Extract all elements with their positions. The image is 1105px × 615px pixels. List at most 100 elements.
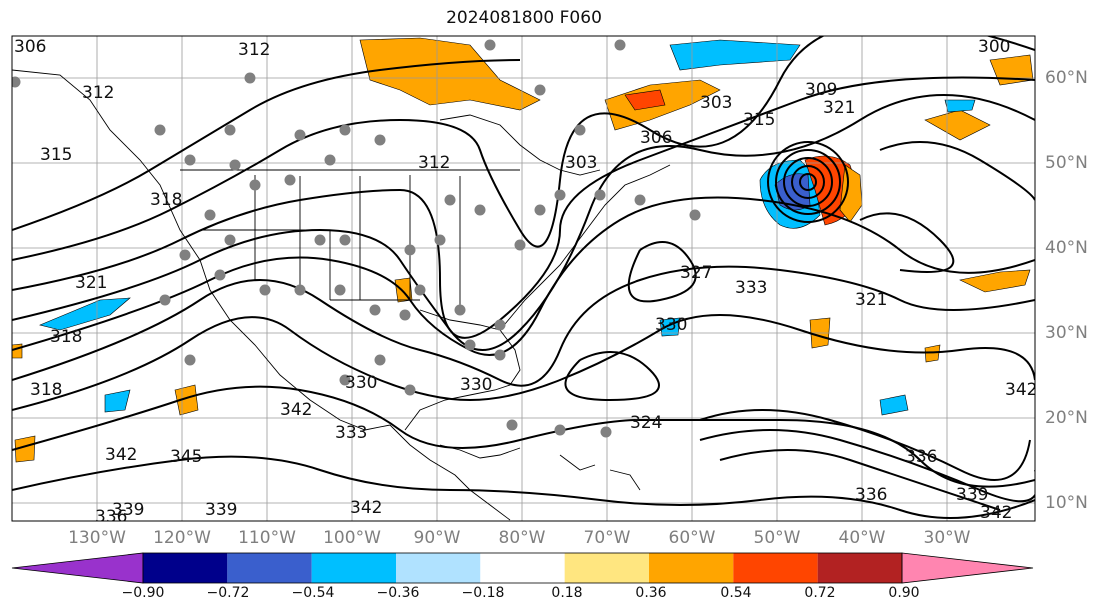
colorbar-tick: −0.54 [291, 585, 335, 601]
shade-blue-south [879, 394, 909, 416]
contour-label: 321 [855, 290, 887, 310]
shade-orange-cyclone [839, 164, 863, 223]
coastlines [12, 69, 671, 521]
lon-label: 40°W [838, 528, 886, 548]
colorbar-segment [480, 553, 565, 583]
contour-label: 330 [460, 375, 492, 395]
shade-blue-nw [669, 39, 801, 71]
shaded-fields [12, 37, 1034, 463]
lon-label: 100°W [323, 528, 381, 548]
shade-orange-pacific [174, 384, 199, 416]
contour-label: 330 [345, 373, 377, 393]
lat-label: 50°N [1045, 153, 1088, 173]
contour-label: 315 [40, 145, 72, 165]
shade-blue-far [944, 99, 976, 113]
lon-label: 80°W [498, 528, 546, 548]
contour-label: 312 [418, 153, 450, 173]
colorbar-tick: 0.54 [720, 585, 752, 601]
contour-label: 300 [978, 37, 1010, 57]
contour-label: 333 [735, 278, 767, 298]
contour-label: 321 [75, 273, 107, 293]
contour-label: 345 [170, 447, 202, 467]
colorbar-outline [142, 552, 903, 584]
colorbar-extend-max [901, 552, 1034, 584]
colorbar-segment [396, 553, 481, 583]
contour-label: 339 [205, 500, 237, 520]
lon-label: 120°W [153, 528, 211, 548]
map-frame [11, 35, 1036, 522]
colorbar-tick: −0.18 [461, 585, 505, 601]
contour-label: 342 [280, 400, 312, 420]
colorbar-tick: −0.90 [121, 585, 165, 601]
contour-label: 330 [655, 315, 687, 335]
shade-orange-se [959, 269, 1031, 293]
contour-label: 309 [805, 80, 837, 100]
contour-label: 339 [112, 500, 144, 520]
contour-label: 342 [1005, 380, 1037, 400]
contour-labels: 306 312 312 312 306 303 309 300 315 315 … [14, 37, 1037, 527]
colorbar-tick: −0.36 [376, 585, 420, 601]
contour-label: 306 [14, 37, 46, 57]
colorbar-segment [227, 553, 312, 583]
colorbar-segments [11, 552, 1034, 584]
contour-label: 324 [630, 413, 662, 433]
contour-label: 315 [743, 110, 775, 130]
lat-label: 10°N [1045, 493, 1088, 513]
contour-label: 342 [350, 498, 382, 518]
colorbar-segment [143, 553, 228, 583]
lon-label: 70°W [583, 528, 631, 548]
lon-label: 60°W [668, 528, 716, 548]
colorbar-tick: −0.72 [206, 585, 250, 601]
contour-label: 321 [823, 98, 855, 118]
lat-label: 60°N [1045, 68, 1088, 88]
contour-label: 306 [640, 128, 672, 148]
contour-label: 336 [905, 447, 937, 467]
graticule [12, 36, 1035, 521]
lat-label: 20°N [1045, 408, 1088, 428]
colorbar-tick: 0.18 [551, 585, 583, 601]
shade-red-ne [624, 89, 666, 111]
shade-orange-far [924, 344, 941, 363]
lon-label: 110°W [238, 528, 296, 548]
contour-label: 318 [30, 380, 62, 400]
contours [12, 36, 1035, 519]
contour-label: 336 [855, 485, 887, 505]
contour-label: 312 [82, 83, 114, 103]
lon-label: 50°W [753, 528, 801, 548]
shade-orange-canada [359, 37, 541, 111]
colorbar-segment [733, 553, 818, 583]
colorbar-segment [564, 553, 649, 583]
colorbar-extend-min [11, 552, 144, 584]
contour-label: 318 [50, 327, 82, 347]
shade-blue-pacific [39, 297, 131, 331]
contour-label: 303 [700, 93, 732, 113]
contour-label: 339 [956, 485, 988, 505]
shade-orange-west [14, 435, 36, 463]
lon-label: 30°W [923, 528, 971, 548]
colorbar-tick: 0.36 [635, 585, 667, 601]
shade-orange-west2 [12, 343, 23, 359]
contour-label: 342 [980, 503, 1012, 523]
contour-label: 312 [238, 40, 270, 60]
contour-label: 303 [565, 153, 597, 173]
lat-label: 30°N [1045, 323, 1088, 343]
shade-orange-ne2 [924, 109, 991, 141]
colorbar-segment [311, 553, 396, 583]
contour-label: 333 [335, 423, 367, 443]
contour-label: 342 [105, 445, 137, 465]
contour-label: 336 [95, 507, 127, 527]
colorbar [11, 552, 1034, 584]
map-canvas: 306 312 312 312 306 303 309 300 315 315 … [11, 35, 1037, 527]
contour-label: 327 [680, 263, 712, 283]
lon-label: 90°W [413, 528, 461, 548]
shade-blue-pacific2 [104, 389, 131, 413]
map-title: 2024081800 F060 [446, 8, 602, 28]
colorbar-segment [649, 553, 734, 583]
contour-label: 318 [150, 190, 182, 210]
lat-label: 40°N [1045, 238, 1088, 258]
lon-label: 130°W [68, 528, 126, 548]
observation-dots [12, 39, 701, 438]
colorbar-tick: 0.90 [888, 585, 920, 601]
colorbar-tick: 0.72 [804, 585, 836, 601]
colorbar-segment [817, 553, 902, 583]
